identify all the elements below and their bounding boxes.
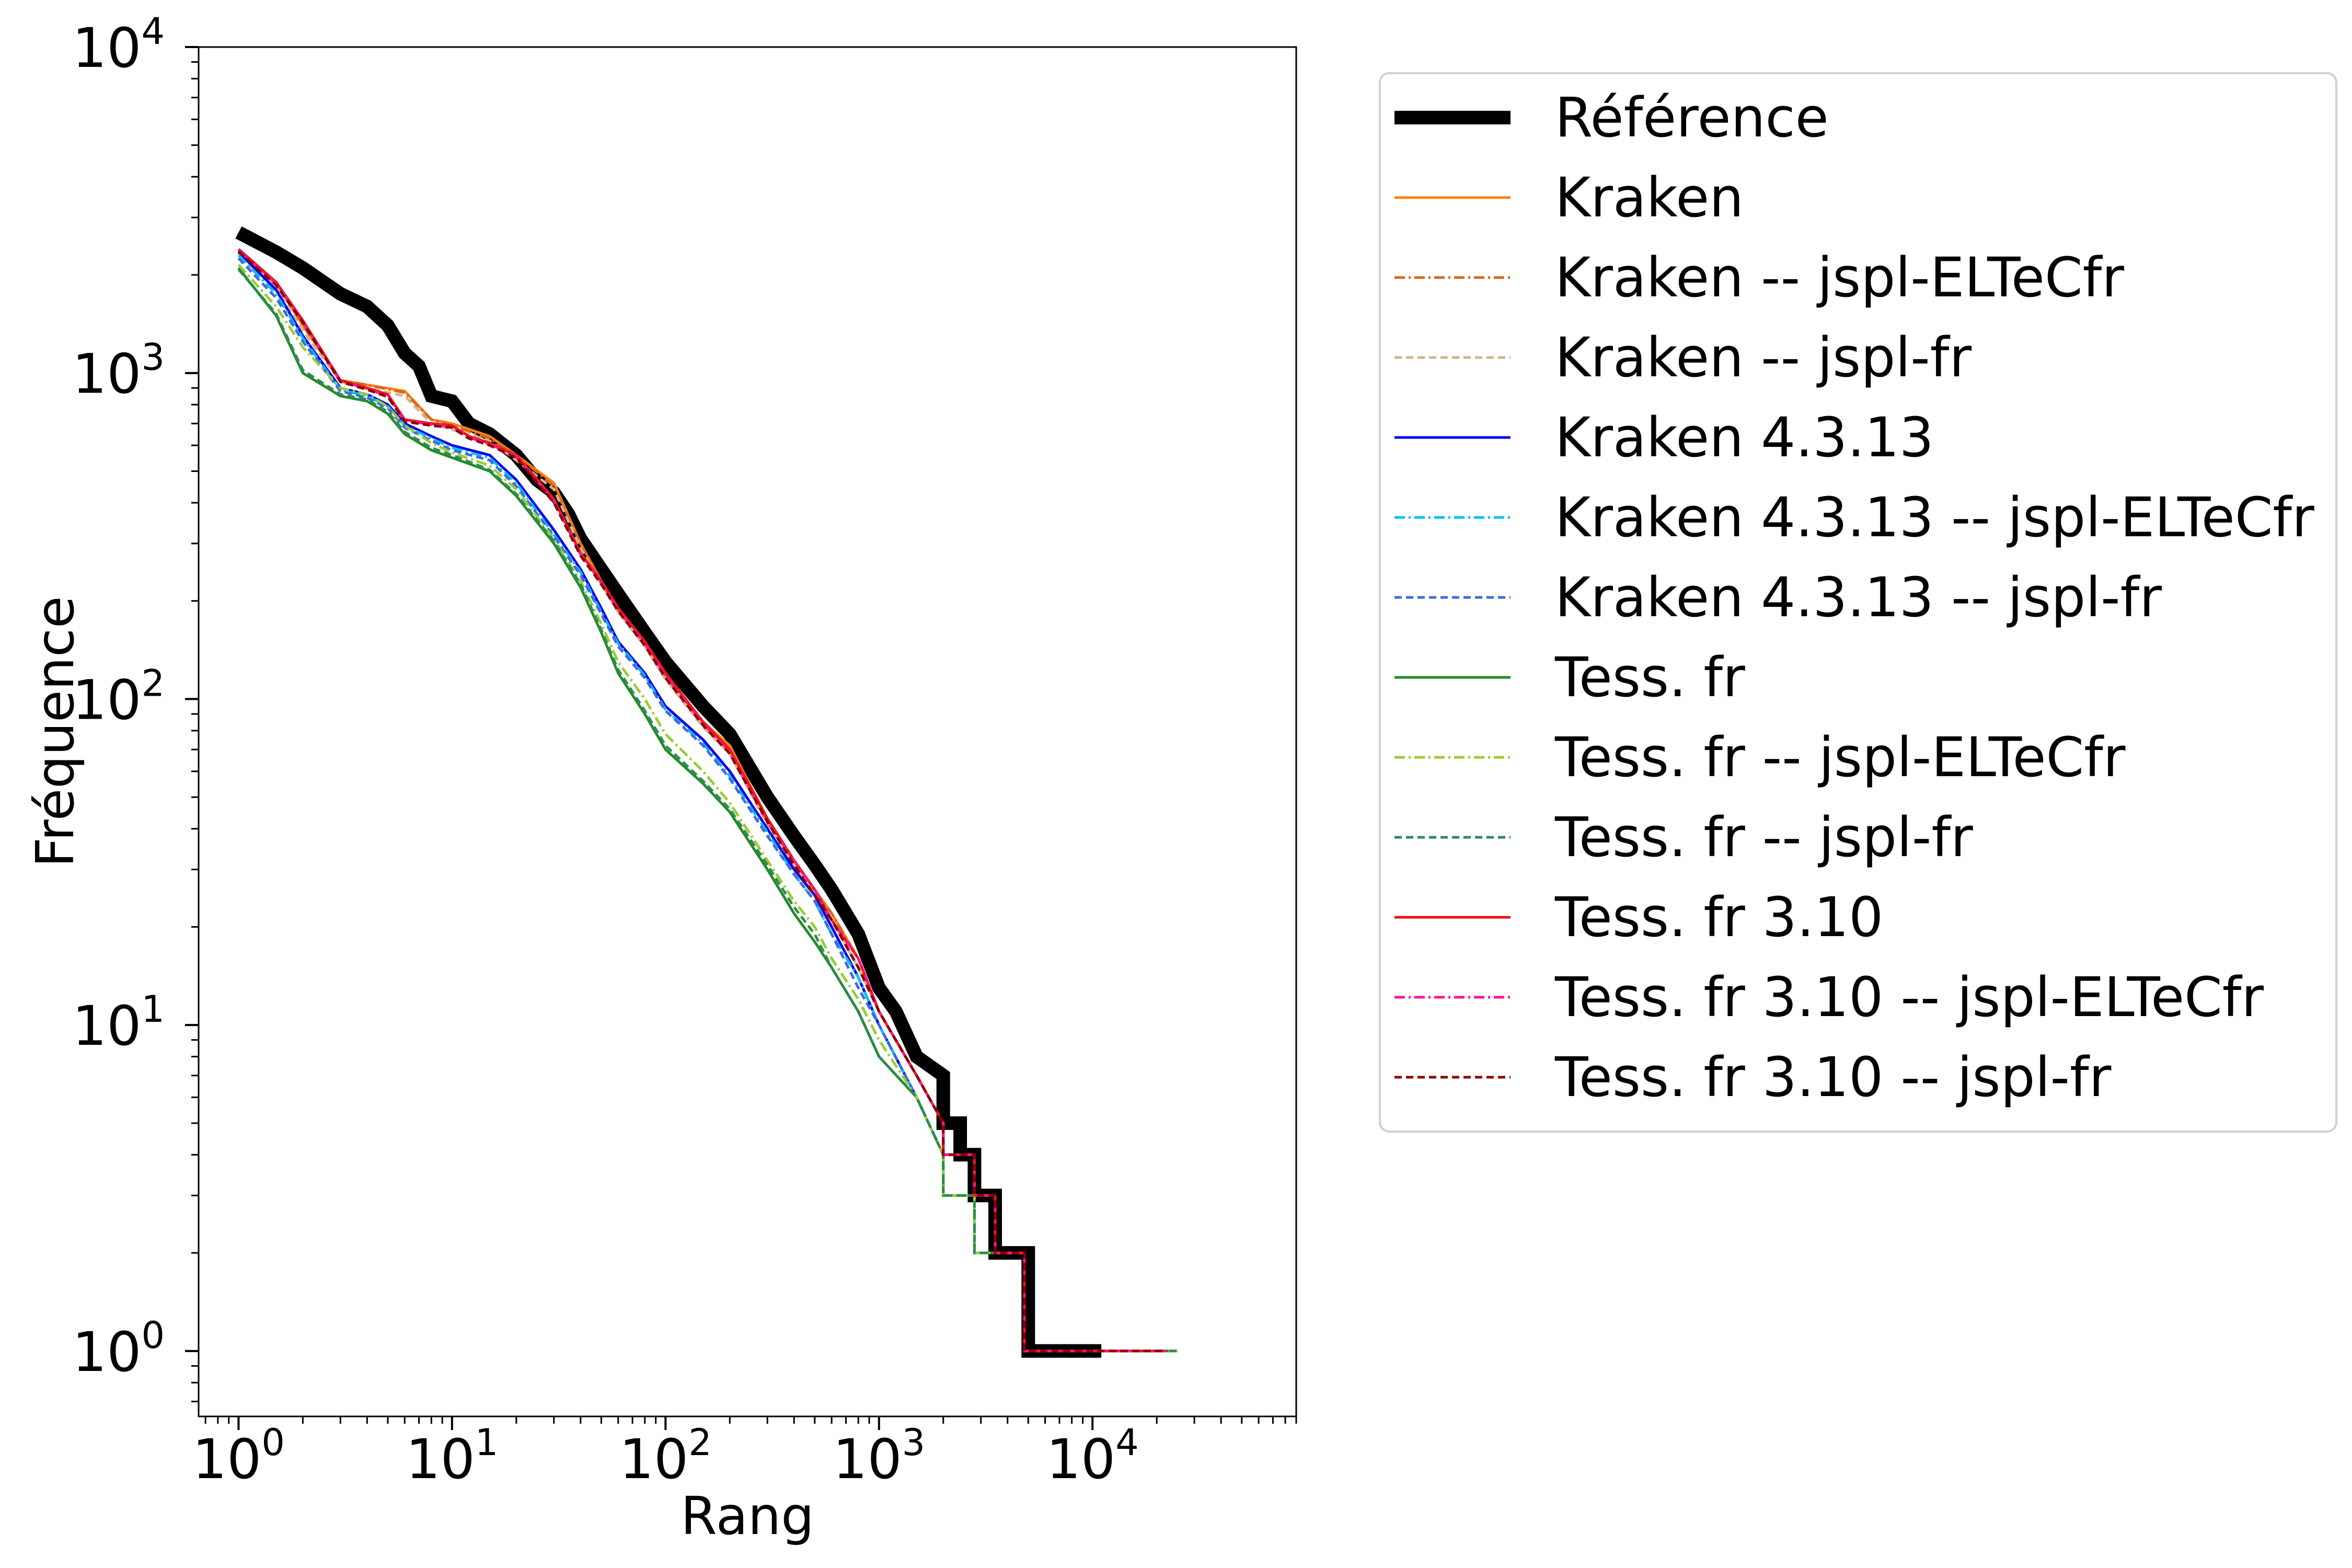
x-tick-label: 100 <box>192 1421 285 1491</box>
legend-label-10: Tess. fr 3.10 <box>1554 885 1883 949</box>
legend-label-3: Kraken -- jspl-fr <box>1555 326 1971 389</box>
series-line-3 <box>237 257 1157 1353</box>
series-line-12 <box>237 250 1166 1353</box>
series-line-9 <box>237 268 1178 1353</box>
legend-label-2: Kraken -- jspl-ELTeCfr <box>1555 246 2124 309</box>
legend-label-7: Tess. fr <box>1554 645 1745 709</box>
series-line-7 <box>237 267 1178 1353</box>
series-line-6 <box>237 257 1136 1353</box>
x-tick-label: 101 <box>406 1421 498 1491</box>
series-line-1 <box>237 251 1157 1353</box>
series-line-11 <box>237 249 1166 1353</box>
series-line-2 <box>237 254 1157 1353</box>
legend-label-4: Kraken 4.3.13 <box>1555 406 1934 469</box>
y-tick-label: 104 <box>72 10 165 80</box>
legend-label-8: Tess. fr -- jspl-ELTeCfr <box>1554 725 2126 789</box>
x-axis-label: Rang <box>681 1485 814 1547</box>
y-tick-label: 102 <box>72 662 165 732</box>
legend-label-9: Tess. fr -- jspl-fr <box>1554 805 1973 869</box>
y-tick-label: 100 <box>72 1314 165 1384</box>
legend-frame <box>1379 72 2337 1133</box>
legend-label-1: Kraken <box>1555 166 1744 229</box>
legend-label-5: Kraken 4.3.13 -- jspl-ELTeCfr <box>1555 486 2314 549</box>
series-line-4 <box>237 251 1136 1353</box>
y-axis-label: Fréquence <box>25 596 86 868</box>
legend-label-11: Tess. fr 3.10 -- jspl-ELTeCfr <box>1554 965 2264 1029</box>
series-line-10 <box>237 248 1166 1353</box>
legend-label-6: Kraken 4.3.13 -- jspl-fr <box>1555 566 2162 629</box>
series-line-5 <box>237 254 1136 1353</box>
y-axis: 100 101 102 103 104 <box>72 10 199 1402</box>
x-axis: 100 101 102 103 104 <box>192 1416 1297 1491</box>
x-tick-label: 103 <box>833 1421 925 1491</box>
y-tick-label: 101 <box>72 988 165 1058</box>
series-line-8 <box>237 263 1178 1353</box>
x-tick-label: 104 <box>1046 1421 1139 1491</box>
legend: Référence Kraken Kraken -- jspl-ELTeCfr Kra… <box>1379 72 2337 1133</box>
series-layer <box>235 226 1178 1358</box>
legend-label-0: Référence <box>1555 86 1829 149</box>
y-tick-label: 103 <box>72 336 165 406</box>
x-tick-label: 102 <box>619 1421 712 1491</box>
legend-label-12: Tess. fr 3.10 -- jspl-fr <box>1554 1045 2112 1109</box>
plot-frame <box>198 46 1297 1417</box>
